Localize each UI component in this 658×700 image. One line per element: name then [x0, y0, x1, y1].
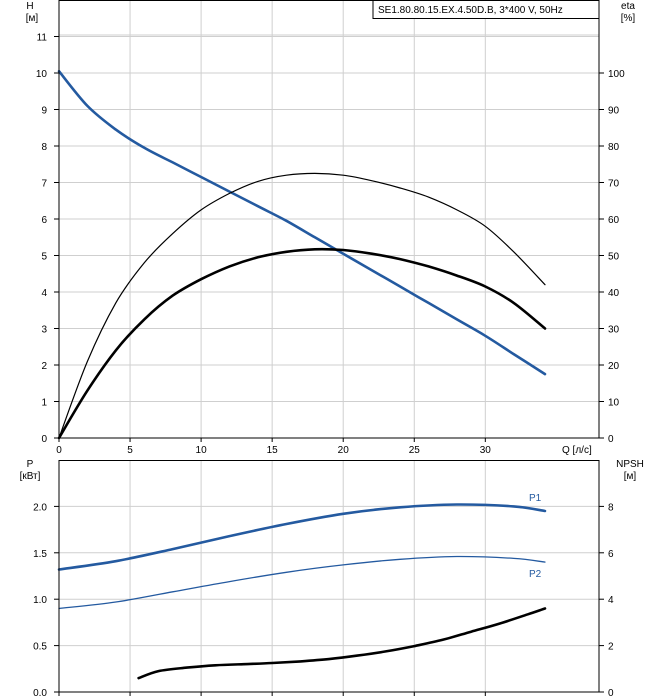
- top-left-axis-title: H: [26, 1, 33, 12]
- right-axis-tick-label: 80: [608, 142, 620, 153]
- x-axis-tick-label: 30: [480, 445, 492, 456]
- right-axis-tick-label: 20: [608, 361, 620, 372]
- right-axis-tick-label: 60: [608, 215, 620, 226]
- model-legend-box: [372, 0, 600, 19]
- right-axis-tick-label: 6: [608, 549, 614, 560]
- top-chart-grid: [59, 0, 599, 438]
- right-axis-tick-label: 100: [608, 69, 625, 80]
- left-axis-tick-label: 11: [37, 33, 48, 44]
- left-axis-tick-label: 8: [41, 142, 47, 153]
- left-axis-tick-label: 4: [41, 288, 47, 299]
- left-axis-tick-label: 2: [41, 361, 47, 372]
- left-axis-tick-label: 1: [41, 398, 47, 409]
- bottom-chart-ticks: 0.0 0.5 1.0 1.5 2.0 0 2 4 6 8: [33, 502, 614, 699]
- right-axis-tick-label: 70: [608, 179, 620, 190]
- top-chart-ticks: 0 1 2 3 4 5 6 7 8 9 10 11 0 10 20 30 40 50 60 70 80 90 100 0 5 10…: [36, 33, 625, 457]
- right-axis-tick-label: 0: [608, 688, 614, 699]
- x-axis-tick-label: 20: [338, 445, 350, 456]
- left-axis-tick-label: 6: [41, 215, 47, 226]
- left-axis-tick-label: 1.0: [33, 595, 47, 606]
- top-right-axis-unit: [%]: [621, 13, 636, 24]
- right-axis-tick-label: 4: [608, 595, 614, 606]
- x-axis-unit-label: Q [л/с]: [562, 445, 592, 456]
- bottom-right-axis-title: NPSH: [616, 459, 644, 470]
- bottom-left-axis-title: P: [27, 459, 34, 470]
- bottom-left-axis-unit: [кВт]: [20, 471, 41, 482]
- right-axis-tick-label: 50: [608, 252, 620, 263]
- top-left-axis-unit: [м]: [26, 13, 39, 24]
- p2-series-label: P2: [529, 569, 542, 580]
- model-legend-text: SE1.80.80.15.EX.4.50D.B, 3*400 V, 50Hz: [378, 5, 563, 16]
- left-axis-tick-label: 0.0: [33, 688, 47, 699]
- left-axis-tick-label: 5: [41, 252, 47, 263]
- top-series-line-0: [57, 69, 547, 376]
- right-axis-tick-label: 10: [608, 398, 620, 409]
- bottom-series-line-2: [137, 607, 547, 680]
- right-axis-tick-label: 0: [608, 434, 614, 445]
- left-axis-tick-label: 3: [41, 325, 47, 336]
- right-axis-tick-label: 8: [608, 502, 614, 513]
- right-axis-tick-label: 30: [608, 325, 620, 336]
- p2-series-line: [58, 555, 546, 610]
- bottom-chart-series: P1 P2: [57, 493, 547, 680]
- right-axis-tick-label: 90: [608, 106, 620, 117]
- right-axis-tick-label: 2: [608, 642, 614, 653]
- top-series-line-1: [58, 172, 546, 439]
- left-axis-tick-label: 7: [41, 179, 47, 190]
- x-axis-tick-label: 25: [409, 445, 421, 456]
- left-axis-tick-label: 0.5: [33, 642, 47, 653]
- bottom-right-axis-unit: [м]: [624, 471, 637, 482]
- x-axis-tick-label: 15: [267, 445, 279, 456]
- top-right-axis-title: eta: [621, 1, 635, 12]
- x-axis-tick-label: 0: [56, 445, 62, 456]
- left-axis-tick-label: 9: [41, 106, 47, 117]
- p1-series-line: [57, 503, 547, 571]
- bottom-chart-grid: [59, 460, 599, 692]
- top-chart-series: [57, 69, 547, 440]
- right-axis-tick-label: 40: [608, 288, 620, 299]
- left-axis-tick-label: 1.5: [33, 549, 47, 560]
- x-axis-tick-label: 5: [127, 445, 133, 456]
- left-axis-tick-label: 0: [41, 434, 47, 445]
- left-axis-tick-label: 10: [36, 69, 48, 80]
- left-axis-tick-label: 2.0: [33, 502, 47, 513]
- p1-series-label: P1: [529, 493, 542, 504]
- top-series-line-2: [57, 247, 547, 440]
- x-axis-tick-label: 10: [196, 445, 208, 456]
